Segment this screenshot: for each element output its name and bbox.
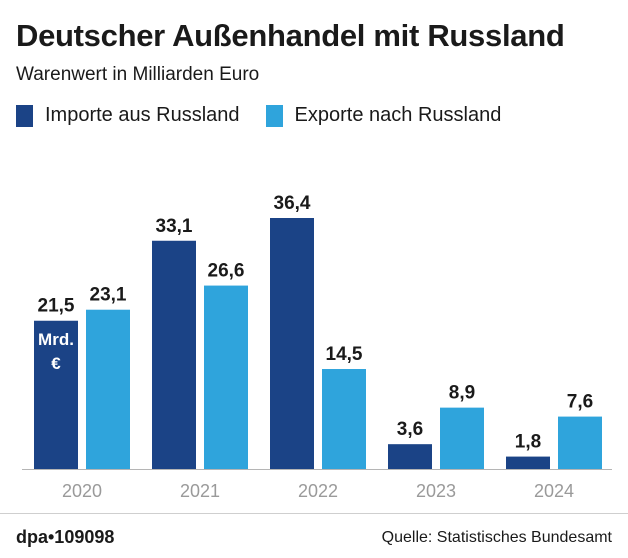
bar-imports-2020 (34, 320, 78, 469)
x-tick-label-2024: 2024 (534, 481, 574, 501)
x-tick-label-2022: 2022 (298, 481, 338, 501)
legend-item-imports: Importe aus Russland (16, 104, 240, 127)
footer-divider (0, 513, 628, 514)
unit-label-line-1: € (51, 354, 61, 373)
bar-imports-2023 (388, 444, 432, 469)
data-label-exports-2021: 26,6 (208, 261, 245, 282)
data-label-imports-2023: 3,6 (397, 419, 423, 440)
brand-label: dpa•109098 (16, 527, 115, 547)
chart-subtitle: Warenwert in Milliarden Euro (16, 64, 260, 85)
legend-label-imports: Importe aus Russland (45, 104, 240, 126)
bar-imports-2022 (270, 218, 314, 469)
x-tick-label-2021: 2021 (180, 481, 220, 501)
bar-exports-2022 (322, 369, 366, 469)
x-tick-label-2020: 2020 (62, 481, 102, 501)
legend-item-exports: Exporte nach Russland (265, 104, 502, 127)
source-label: Quelle: Statistisches Bundesamt (381, 529, 612, 546)
data-label-imports-2024: 1,8 (515, 432, 541, 453)
bar-exports-2023 (440, 407, 484, 469)
data-label-imports-2022: 36,4 (274, 193, 311, 214)
bar-imports-2024 (506, 456, 550, 469)
legend-label-exports: Exporte nach Russland (294, 104, 502, 126)
legend: Importe aus Russland Exporte nach Russla… (16, 104, 527, 127)
data-label-exports-2023: 8,9 (449, 383, 475, 404)
legend-swatch-imports (16, 104, 33, 127)
data-label-imports-2021: 33,1 (156, 216, 193, 237)
bar-imports-2021 (152, 240, 196, 469)
unit-label-line-0: Mrd. (38, 330, 74, 349)
data-label-exports-2020: 23,1 (90, 285, 127, 306)
data-label-exports-2024: 7,6 (567, 392, 593, 413)
bar-exports-2021 (204, 285, 248, 469)
chart-title: Deutscher Außenhandel mit Russland (16, 18, 565, 53)
data-label-imports-2020: 21,5 (38, 296, 75, 317)
legend-swatch-exports (265, 104, 283, 127)
bar-exports-2020 (86, 309, 130, 469)
x-tick-label-2023: 2023 (416, 481, 456, 501)
bar-exports-2024 (558, 416, 602, 469)
data-label-exports-2022: 14,5 (326, 344, 363, 365)
